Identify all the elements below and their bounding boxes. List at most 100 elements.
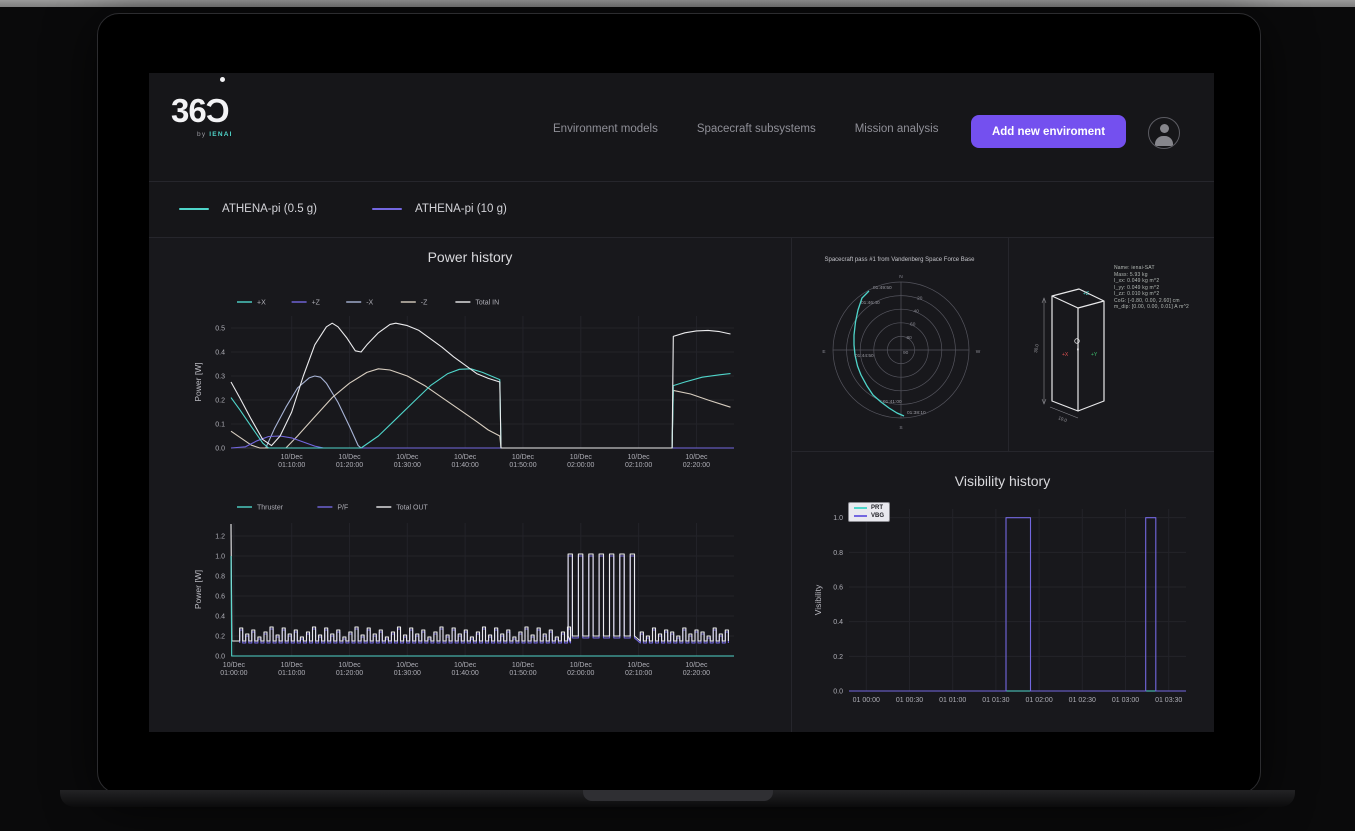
box-right-face	[1077, 301, 1105, 412]
power-out-chart: 10/Dec 01:00:00 10/Dec 01:10:00 10/Dec 01:20:…	[193, 505, 734, 677]
dataset-legend-item[interactable]: ATHENA-pi (10 g)	[372, 203, 507, 215]
spacecraft-properties: Name: ienai-SAT Mass: 5.93 kg I_xx: 0.049 …	[1114, 265, 1210, 311]
svg-text:1.0: 1.0	[215, 554, 225, 561]
nav-item-spacecraft-subsystems[interactable]: Spacecraft subsystems	[696, 123, 816, 135]
nav-item-environment-models[interactable]: Environment models	[553, 123, 658, 135]
spacecraft-3d-view: +Z +X +Y 30.0 10.0	[1033, 288, 1105, 423]
svg-text:0.3: 0.3	[215, 374, 225, 381]
spacecraft-info-line: Name: ienai-SAT	[1114, 265, 1155, 271]
svg-text:01 00:30: 01 00:30	[896, 697, 923, 704]
byline-brand: IENAI	[209, 131, 233, 138]
height-dim-label: 30.0	[1033, 343, 1040, 353]
svg-text:0.6: 0.6	[833, 585, 843, 592]
box-axis-x-label: +X	[1062, 352, 1069, 358]
box-left-face	[1051, 296, 1079, 412]
visibility-legend-entry: PRT	[854, 505, 884, 511]
add-new-environment-button[interactable]: Add new enviroment	[971, 115, 1126, 148]
svg-text:0.0: 0.0	[215, 654, 225, 661]
svg-text:40: 40	[914, 309, 920, 315]
svg-text:1.2: 1.2	[215, 534, 225, 541]
pass-polar-plot: 20 40 60 80 90 N S E W 01:49:50 01:46:40 01:44:50 01…	[822, 274, 981, 431]
dataset-legend-item[interactable]: ATHENA-pi (0.5 g)	[179, 203, 317, 215]
box-axis-z-label: +Z	[1083, 291, 1089, 297]
svg-text:01 03:30: 01 03:30	[1155, 697, 1182, 704]
brand-byline: by IENAI	[197, 131, 233, 138]
divider	[149, 237, 1214, 238]
spacecraft-info-line: CoG: [-0.80, 0.00, 2.60] cm	[1114, 297, 1180, 304]
svg-text:01:46:40: 01:46:40	[861, 300, 880, 306]
user-avatar[interactable]	[1148, 117, 1180, 149]
svg-text:0.2: 0.2	[215, 398, 225, 405]
svg-text:01 00:00: 01 00:00	[853, 697, 880, 704]
legend-swatch	[854, 515, 867, 517]
svg-text:01 02:00: 01 02:00	[1025, 697, 1052, 704]
svg-text:0.4: 0.4	[215, 350, 225, 357]
svg-text:01 01:00: 01 01:00	[939, 697, 966, 704]
width-dim-label: 10.0	[1058, 415, 1068, 423]
laptop-bezel: 36Ɔ by IENAI Environment models Spacecraf…	[97, 13, 1261, 794]
svg-text:01:38:10: 01:38:10	[907, 410, 926, 416]
svg-text:60: 60	[910, 322, 916, 328]
svg-text:+X: +X	[257, 300, 266, 307]
svg-text:W: W	[976, 349, 981, 355]
logo-degree-dot	[220, 77, 225, 82]
background-strip	[0, 0, 1355, 7]
svg-text:-X: -X	[366, 300, 373, 307]
laptop-notch	[583, 790, 773, 801]
box-axis-y-label: +Y	[1091, 352, 1098, 358]
visibility-history-title: Visibility history	[954, 473, 1051, 489]
legend-swatch	[372, 208, 403, 210]
svg-text:01 03:00: 01 03:00	[1112, 697, 1139, 704]
svg-text:01 01:30: 01 01:30	[982, 697, 1009, 704]
nav-item-mission-analysis[interactable]: Mission analysis	[854, 123, 939, 135]
byline-prefix: by	[197, 131, 207, 138]
svg-text:0.8: 0.8	[215, 574, 225, 581]
svg-text:P/F: P/F	[337, 505, 348, 512]
svg-text:Power [W]: Power [W]	[193, 362, 203, 401]
svg-text:0.4: 0.4	[215, 614, 225, 621]
divider	[1008, 237, 1009, 451]
svg-text:01 02:30: 01 02:30	[1069, 697, 1096, 704]
svg-text:S: S	[899, 425, 902, 431]
legend-label: VBG	[871, 513, 885, 519]
legend-label: PRT	[871, 505, 883, 511]
svg-text:0.0: 0.0	[833, 689, 843, 696]
svg-text:N: N	[899, 274, 903, 280]
dim-arrow-top	[1041, 297, 1047, 304]
legend-label: ATHENA-pi (10 g)	[415, 203, 507, 215]
svg-text:Total IN: Total IN	[475, 300, 499, 307]
visibility-legend-entry: VBG	[854, 513, 884, 519]
svg-text:E: E	[822, 349, 825, 355]
main-nav: Environment models Spacecraft subsystems M…	[553, 123, 938, 135]
svg-text:+Z: +Z	[312, 300, 321, 307]
svg-text:-Z: -Z	[421, 300, 428, 307]
spacecraft-info-line: I_zz: 0.010 kg m^2	[1114, 291, 1160, 297]
svg-text:0.5: 0.5	[215, 326, 225, 333]
svg-text:0.0: 0.0	[215, 446, 225, 453]
svg-text:Visibility: Visibility	[813, 584, 823, 615]
svg-text:01:49:50: 01:49:50	[873, 285, 892, 291]
box-top-face	[1051, 288, 1105, 309]
svg-text:Power [W]: Power [W]	[193, 570, 203, 609]
svg-text:80: 80	[907, 335, 913, 341]
legend-swatch	[179, 208, 209, 210]
brand-logo[interactable]: 36Ɔ	[171, 92, 230, 129]
visibility-chart: 01 00:00 01 00:30 01 01:00 01 01:30 01 02:00…	[813, 509, 1186, 704]
